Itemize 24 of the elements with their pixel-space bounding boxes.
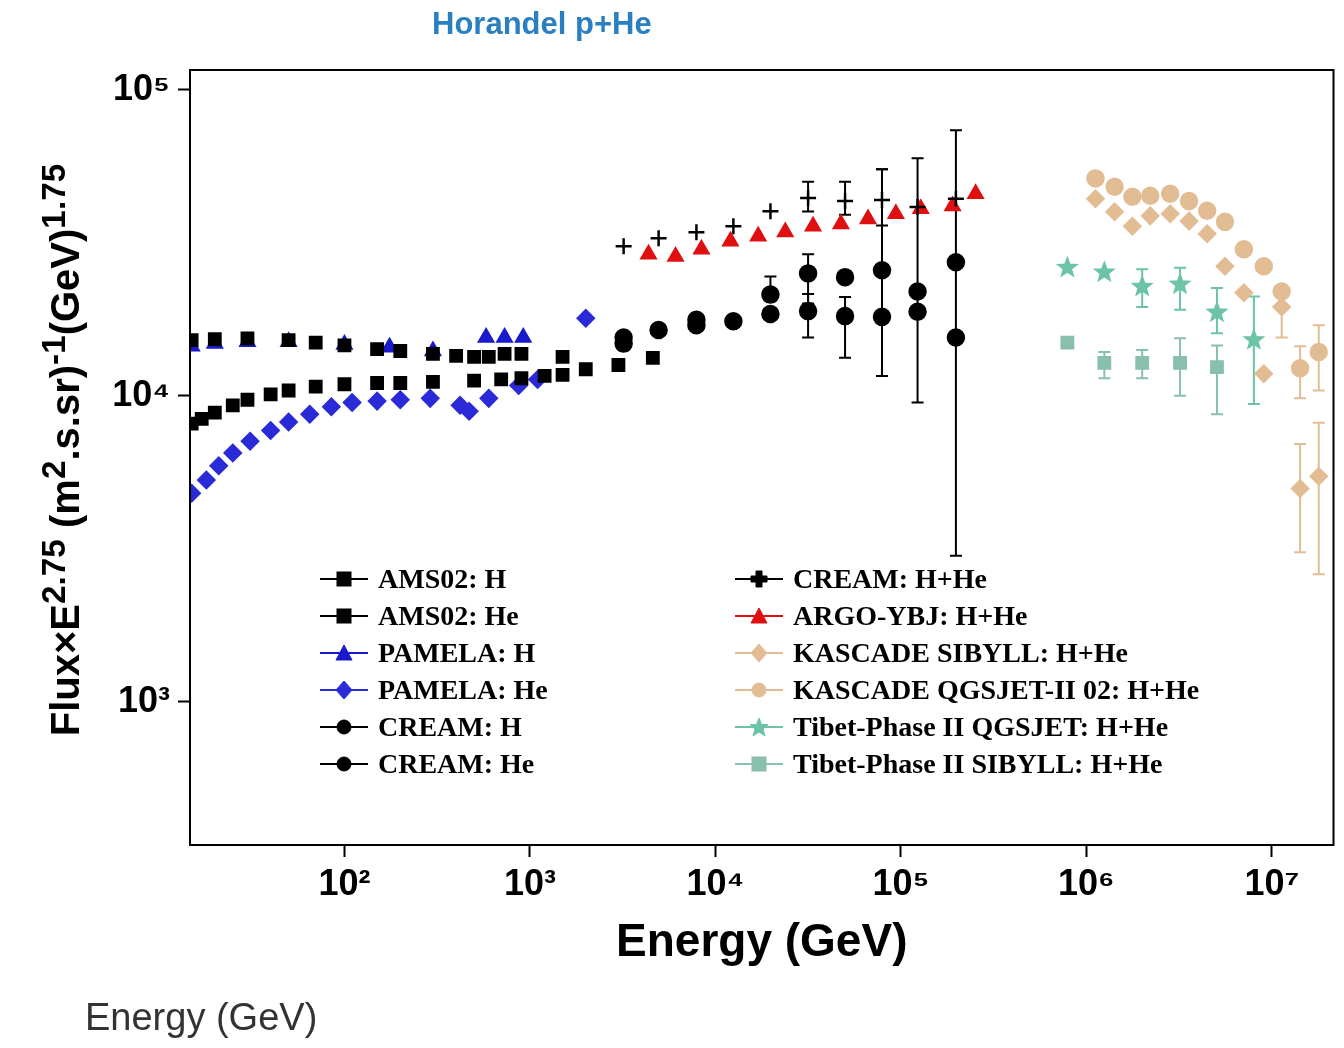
x-axis-title: Energy (GeV): [616, 914, 908, 967]
x-tick-label: 10⁴: [686, 861, 745, 903]
y-tick-label: 10³: [117, 678, 171, 720]
legend-label: Tibet-Phase II SIBYLL: H+He: [793, 747, 1163, 780]
y-tick-label: 10⁴: [112, 372, 170, 414]
legend-label: PAMELA: He: [378, 673, 548, 706]
legend-label: CREAM: H+He: [793, 562, 988, 595]
y-tick-label: 10⁵: [113, 66, 170, 108]
legend-label: AMS02: H: [378, 562, 507, 595]
x-tick-label: 10⁶: [1058, 861, 1115, 903]
legend-label: PAMELA: H: [378, 636, 536, 669]
text: Energy (GeV): [85, 996, 318, 1039]
x-tick-label: 10²: [318, 861, 371, 903]
legend-label: KASCADE SIBYLL: H+He: [793, 636, 1128, 669]
legend-label: Tibet-Phase II QGSJET: H+He: [793, 710, 1169, 743]
legend-label: CREAM: H: [378, 710, 522, 743]
legend-label: AMS02: He: [378, 599, 519, 632]
chart-title: Horandel p+He: [432, 6, 652, 42]
legend-label: CREAM: He: [378, 747, 535, 780]
x-tick-label: 10⁵: [872, 861, 930, 903]
x-tick-label: 10³: [503, 861, 556, 903]
legend-label: KASCADE QGSJET-II 02: H+He: [793, 673, 1200, 706]
legend-label: ARGO-YBJ: H+He: [793, 599, 1028, 632]
x-tick-label: 10⁷: [1244, 861, 1300, 903]
